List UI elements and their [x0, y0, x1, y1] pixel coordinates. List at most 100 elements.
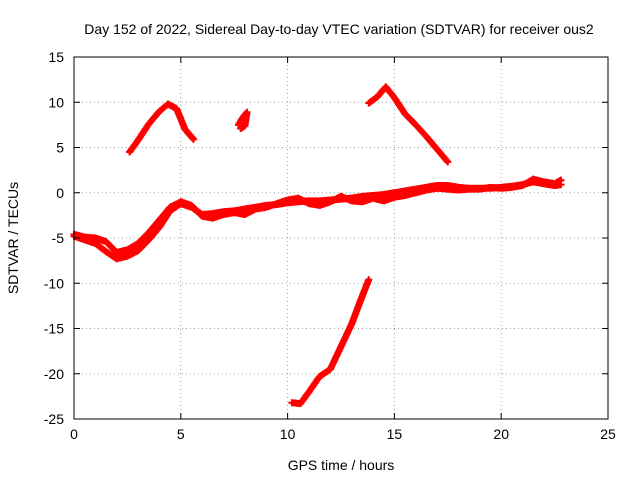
data-point [425, 189, 428, 191]
series-baseline-a [70, 178, 565, 263]
data-point [115, 258, 118, 260]
data-point [105, 250, 107, 253]
data-point [425, 135, 428, 138]
data-point [201, 215, 203, 218]
x-tick-label: 20 [493, 426, 509, 442]
data-point [468, 188, 470, 190]
x-tick-label: 25 [600, 426, 616, 442]
data-point [393, 191, 396, 194]
y-tick-label: -5 [52, 230, 65, 246]
data-point [126, 248, 129, 251]
data-point [447, 188, 449, 190]
data-point [318, 375, 321, 378]
series-short-arc [234, 108, 251, 132]
data-point [105, 240, 107, 243]
marker-trace [365, 83, 452, 166]
data-point [329, 368, 332, 371]
x-tick-label: 5 [177, 426, 185, 442]
data-point [500, 187, 503, 190]
y-tick-label: -20 [44, 366, 64, 382]
data-point [158, 219, 161, 221]
y-tick-label: 5 [56, 140, 64, 156]
data-point [361, 201, 364, 203]
data-point [94, 237, 97, 239]
data-point [169, 206, 171, 209]
data-point [239, 127, 242, 130]
data-point [147, 239, 150, 241]
data-point [329, 201, 332, 203]
data-point [254, 208, 257, 210]
data-markers [70, 83, 565, 408]
data-point [511, 186, 513, 189]
data-point [404, 190, 406, 192]
data-point [158, 226, 161, 228]
data-point [447, 161, 449, 163]
y-tick-label: 15 [48, 49, 64, 65]
data-point [350, 200, 353, 202]
y-tick-label: -10 [44, 275, 64, 291]
x-tick-label: 10 [280, 426, 296, 442]
data-point [233, 211, 235, 214]
data-point [382, 200, 385, 202]
data-point [212, 217, 214, 219]
data-point [158, 110, 161, 113]
data-point [404, 194, 406, 197]
data-point [276, 202, 278, 205]
y-axis-label: SDTVAR / TECUs [5, 182, 21, 294]
data-point [367, 278, 370, 281]
data-point [137, 139, 139, 142]
data-point [192, 138, 195, 141]
axis-ticks: 0 5 10 15 20 25 -25 -20 -15 -10 -5 0 5 10 15 [44, 49, 616, 442]
data-point [244, 208, 246, 210]
data-point [393, 196, 396, 199]
data-point [246, 111, 248, 114]
data-point [560, 179, 562, 181]
data-point [237, 124, 240, 126]
data-point [299, 402, 302, 405]
series-ridge-afternoon [365, 83, 452, 166]
y-tick-label: 10 [48, 94, 64, 110]
data-point [308, 391, 310, 393]
data-point [137, 249, 139, 252]
data-point [532, 178, 535, 180]
y-tick-label: -25 [44, 411, 64, 427]
data-point [175, 107, 178, 110]
marker-trace [288, 276, 373, 408]
data-point [457, 189, 460, 191]
data-point [244, 124, 246, 127]
y-tick-label: 0 [56, 185, 64, 201]
data-point [350, 323, 353, 325]
series-baseline-b [70, 175, 565, 256]
data-point [414, 191, 417, 194]
marker-trace [234, 108, 251, 132]
data-point [361, 195, 364, 198]
data-point [286, 199, 289, 201]
x-axis-label: GPS time / hours [288, 457, 395, 473]
x-tick-label: 15 [387, 426, 403, 442]
data-point [212, 212, 214, 215]
data-point [553, 182, 556, 185]
data-point [436, 148, 438, 151]
data-point [241, 116, 244, 119]
data-point [382, 193, 385, 196]
data-point [308, 202, 310, 205]
data-point [244, 213, 246, 216]
data-point [393, 96, 396, 99]
data-point [128, 151, 131, 153]
data-point [180, 201, 182, 203]
data-point [265, 206, 268, 209]
data-point [147, 231, 150, 234]
data-point [479, 188, 481, 190]
chart-title: Day 152 of 2022, Sidereal Day-to-day VTE… [84, 21, 594, 37]
data-point [94, 242, 97, 245]
data-point [83, 236, 86, 238]
data-point [190, 204, 193, 207]
marker-trace [70, 178, 565, 263]
y-tick-label: -15 [44, 321, 64, 337]
data-point [340, 345, 342, 348]
grid [74, 57, 608, 419]
data-point [414, 124, 417, 126]
data-point [367, 102, 370, 104]
data-point [115, 251, 118, 254]
